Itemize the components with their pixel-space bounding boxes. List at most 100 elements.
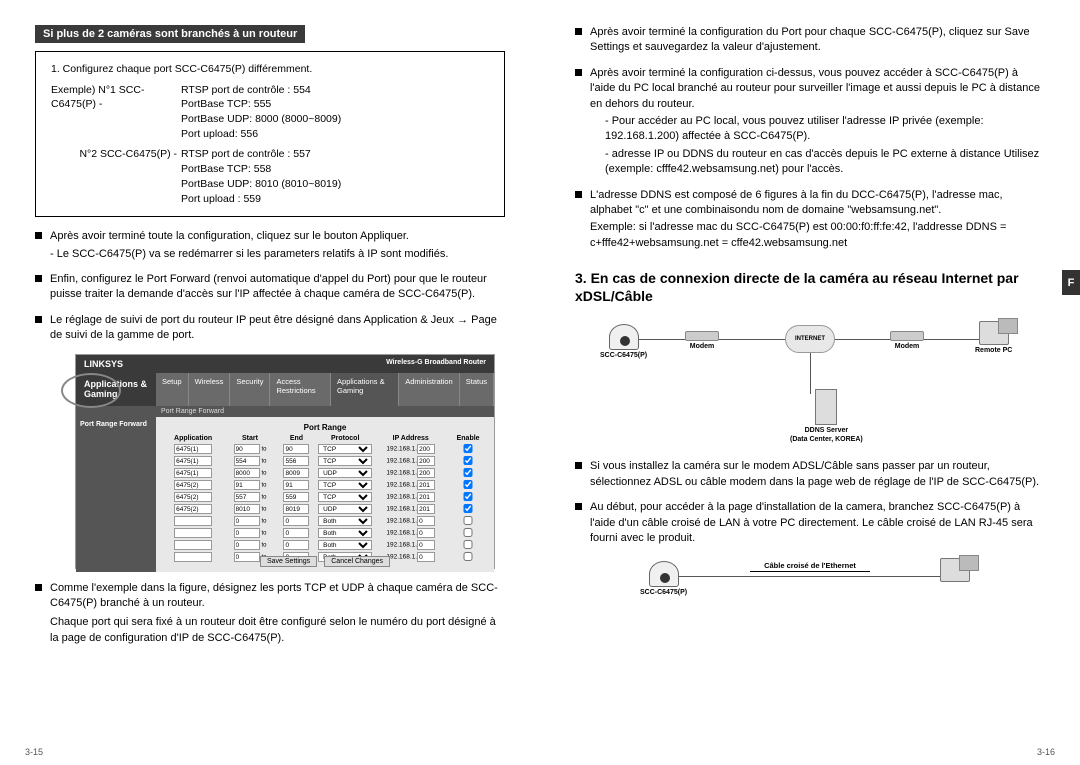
start-input[interactable] [234,444,260,454]
ex1-l3: PortBase UDP: 8000 (8000~8009) [181,112,341,127]
save-settings-button[interactable]: Save Settings [260,556,317,567]
table-row: toTCP192.168.1. [162,479,488,491]
router-tab-security[interactable]: Security [230,373,270,407]
enable-checkbox[interactable] [463,504,473,513]
ip-input[interactable] [417,444,435,454]
ip-input[interactable] [417,468,435,478]
enable-checkbox[interactable] [463,492,473,501]
b1-sub: - Le SCC-C6475(P) va se redémarrer si le… [50,247,505,262]
table-row: toTCP192.168.1. [162,443,488,455]
ip-input[interactable] [417,480,435,490]
proto-select[interactable]: Both [318,528,372,538]
proto-select[interactable]: Both [318,540,372,550]
proto-select[interactable]: TCP [318,444,372,454]
end-input[interactable] [283,456,309,466]
square-bullet-icon [35,275,42,282]
enable-checkbox[interactable] [463,516,473,525]
r-b4: Si vous installez la caméra sur le modem… [590,459,1045,490]
table-row: toUDP192.168.1. [162,503,488,515]
proto-select[interactable]: UDP [318,504,372,514]
d1-camera-label: SCC-C6475(P) [600,352,647,359]
bullet-3: Le réglage de suivi de port du routeur I… [35,313,505,344]
table-row: toTCP192.168.1. [162,455,488,467]
right-page: Après avoir terminé la configuration du … [540,0,1080,765]
app-input[interactable] [174,456,212,466]
d1-ddns2-label: (Data Center, KOREA) [790,436,863,443]
router-tab-access[interactable]: Access Restrictions [270,373,331,407]
enable-checkbox[interactable] [463,480,473,489]
proto-select[interactable]: UDP [318,468,372,478]
proto-select[interactable]: TCP [318,492,372,502]
proto-select[interactable]: Both [318,516,372,526]
end-input[interactable] [283,516,309,526]
start-input[interactable] [234,456,260,466]
router-tab-admin[interactable]: Administration [399,373,460,407]
page-number-right: 3-16 [1037,747,1055,757]
start-input[interactable] [234,540,260,550]
start-input[interactable] [234,528,260,538]
router-tab-apps[interactable]: Applications & Gaming [331,373,399,407]
ip-input[interactable] [417,456,435,466]
start-input[interactable] [234,492,260,502]
table-row: toBoth192.168.1. [162,539,488,551]
ip-input[interactable] [417,516,435,526]
camera-icon [649,561,679,587]
end-input[interactable] [283,444,309,454]
app-input[interactable] [174,528,212,538]
bullet-1: Après avoir terminé toute la configurati… [35,229,505,262]
proto-select[interactable]: TCP [318,456,372,466]
enable-checkbox[interactable] [463,540,473,549]
table-header: Enable [448,434,488,443]
end-input[interactable] [283,528,309,538]
proto-select[interactable]: TCP [318,480,372,490]
enable-checkbox[interactable] [463,444,473,453]
start-input[interactable] [234,516,260,526]
square-bullet-icon [575,191,582,198]
end-input[interactable] [283,492,309,502]
b2-text: Enfin, configurez le Port Forward (renvo… [50,272,505,303]
app-input[interactable] [174,468,212,478]
start-input[interactable] [234,504,260,514]
enable-checkbox[interactable] [463,456,473,465]
ip-input[interactable] [417,528,435,538]
r-bullet-4: Si vous installez la caméra sur le modem… [575,459,1045,490]
end-input[interactable] [283,540,309,550]
cancel-changes-button[interactable]: Cancel Changes [324,556,390,567]
app-input[interactable] [174,540,212,550]
b3-text: Le réglage de suivi de port du routeur I… [50,313,505,344]
app-input[interactable] [174,504,212,514]
table-row: toBoth192.168.1. [162,515,488,527]
square-bullet-icon [35,316,42,323]
end-input[interactable] [283,468,309,478]
app-input[interactable] [174,516,212,526]
app-input[interactable] [174,444,212,454]
router-tab-wireless[interactable]: Wireless [189,373,231,407]
router-tab-status[interactable]: Status [460,373,494,407]
ip-input[interactable] [417,504,435,514]
start-input[interactable] [234,468,260,478]
square-bullet-icon [575,28,582,35]
d1-modem2-label: Modem [890,343,924,350]
highlight-circle-icon [61,373,121,408]
ip-input[interactable] [417,492,435,502]
router-model-label: Wireless-G Broadband Router [386,359,486,369]
enable-checkbox[interactable] [463,528,473,537]
enable-checkbox[interactable] [463,468,473,477]
section-header: Si plus de 2 caméras sont branchés à un … [35,25,305,43]
modem-icon [685,331,719,341]
router-tab-setup[interactable]: Setup [156,373,189,407]
network-diagram-1: SCC-C6475(P) Modem INTERNET Modem Remote… [590,319,1030,449]
router-brand: LINKSYS [84,359,123,369]
table-header: IP Address [373,434,448,443]
end-input[interactable] [283,504,309,514]
start-input[interactable] [234,480,260,490]
router-nav: Applications & Gaming Setup Wireless Sec… [76,373,494,407]
end-input[interactable] [283,480,309,490]
r-b3: L'adresse DDNS est composé de 6 figures … [590,189,1003,216]
cloud-icon: INTERNET [785,325,835,353]
b4-text: Comme l'exemple dans la figure, désignez… [50,582,498,609]
app-input[interactable] [174,480,212,490]
ip-input[interactable] [417,540,435,550]
app-input[interactable] [174,492,212,502]
d1-internet-label: INTERNET [795,336,825,342]
